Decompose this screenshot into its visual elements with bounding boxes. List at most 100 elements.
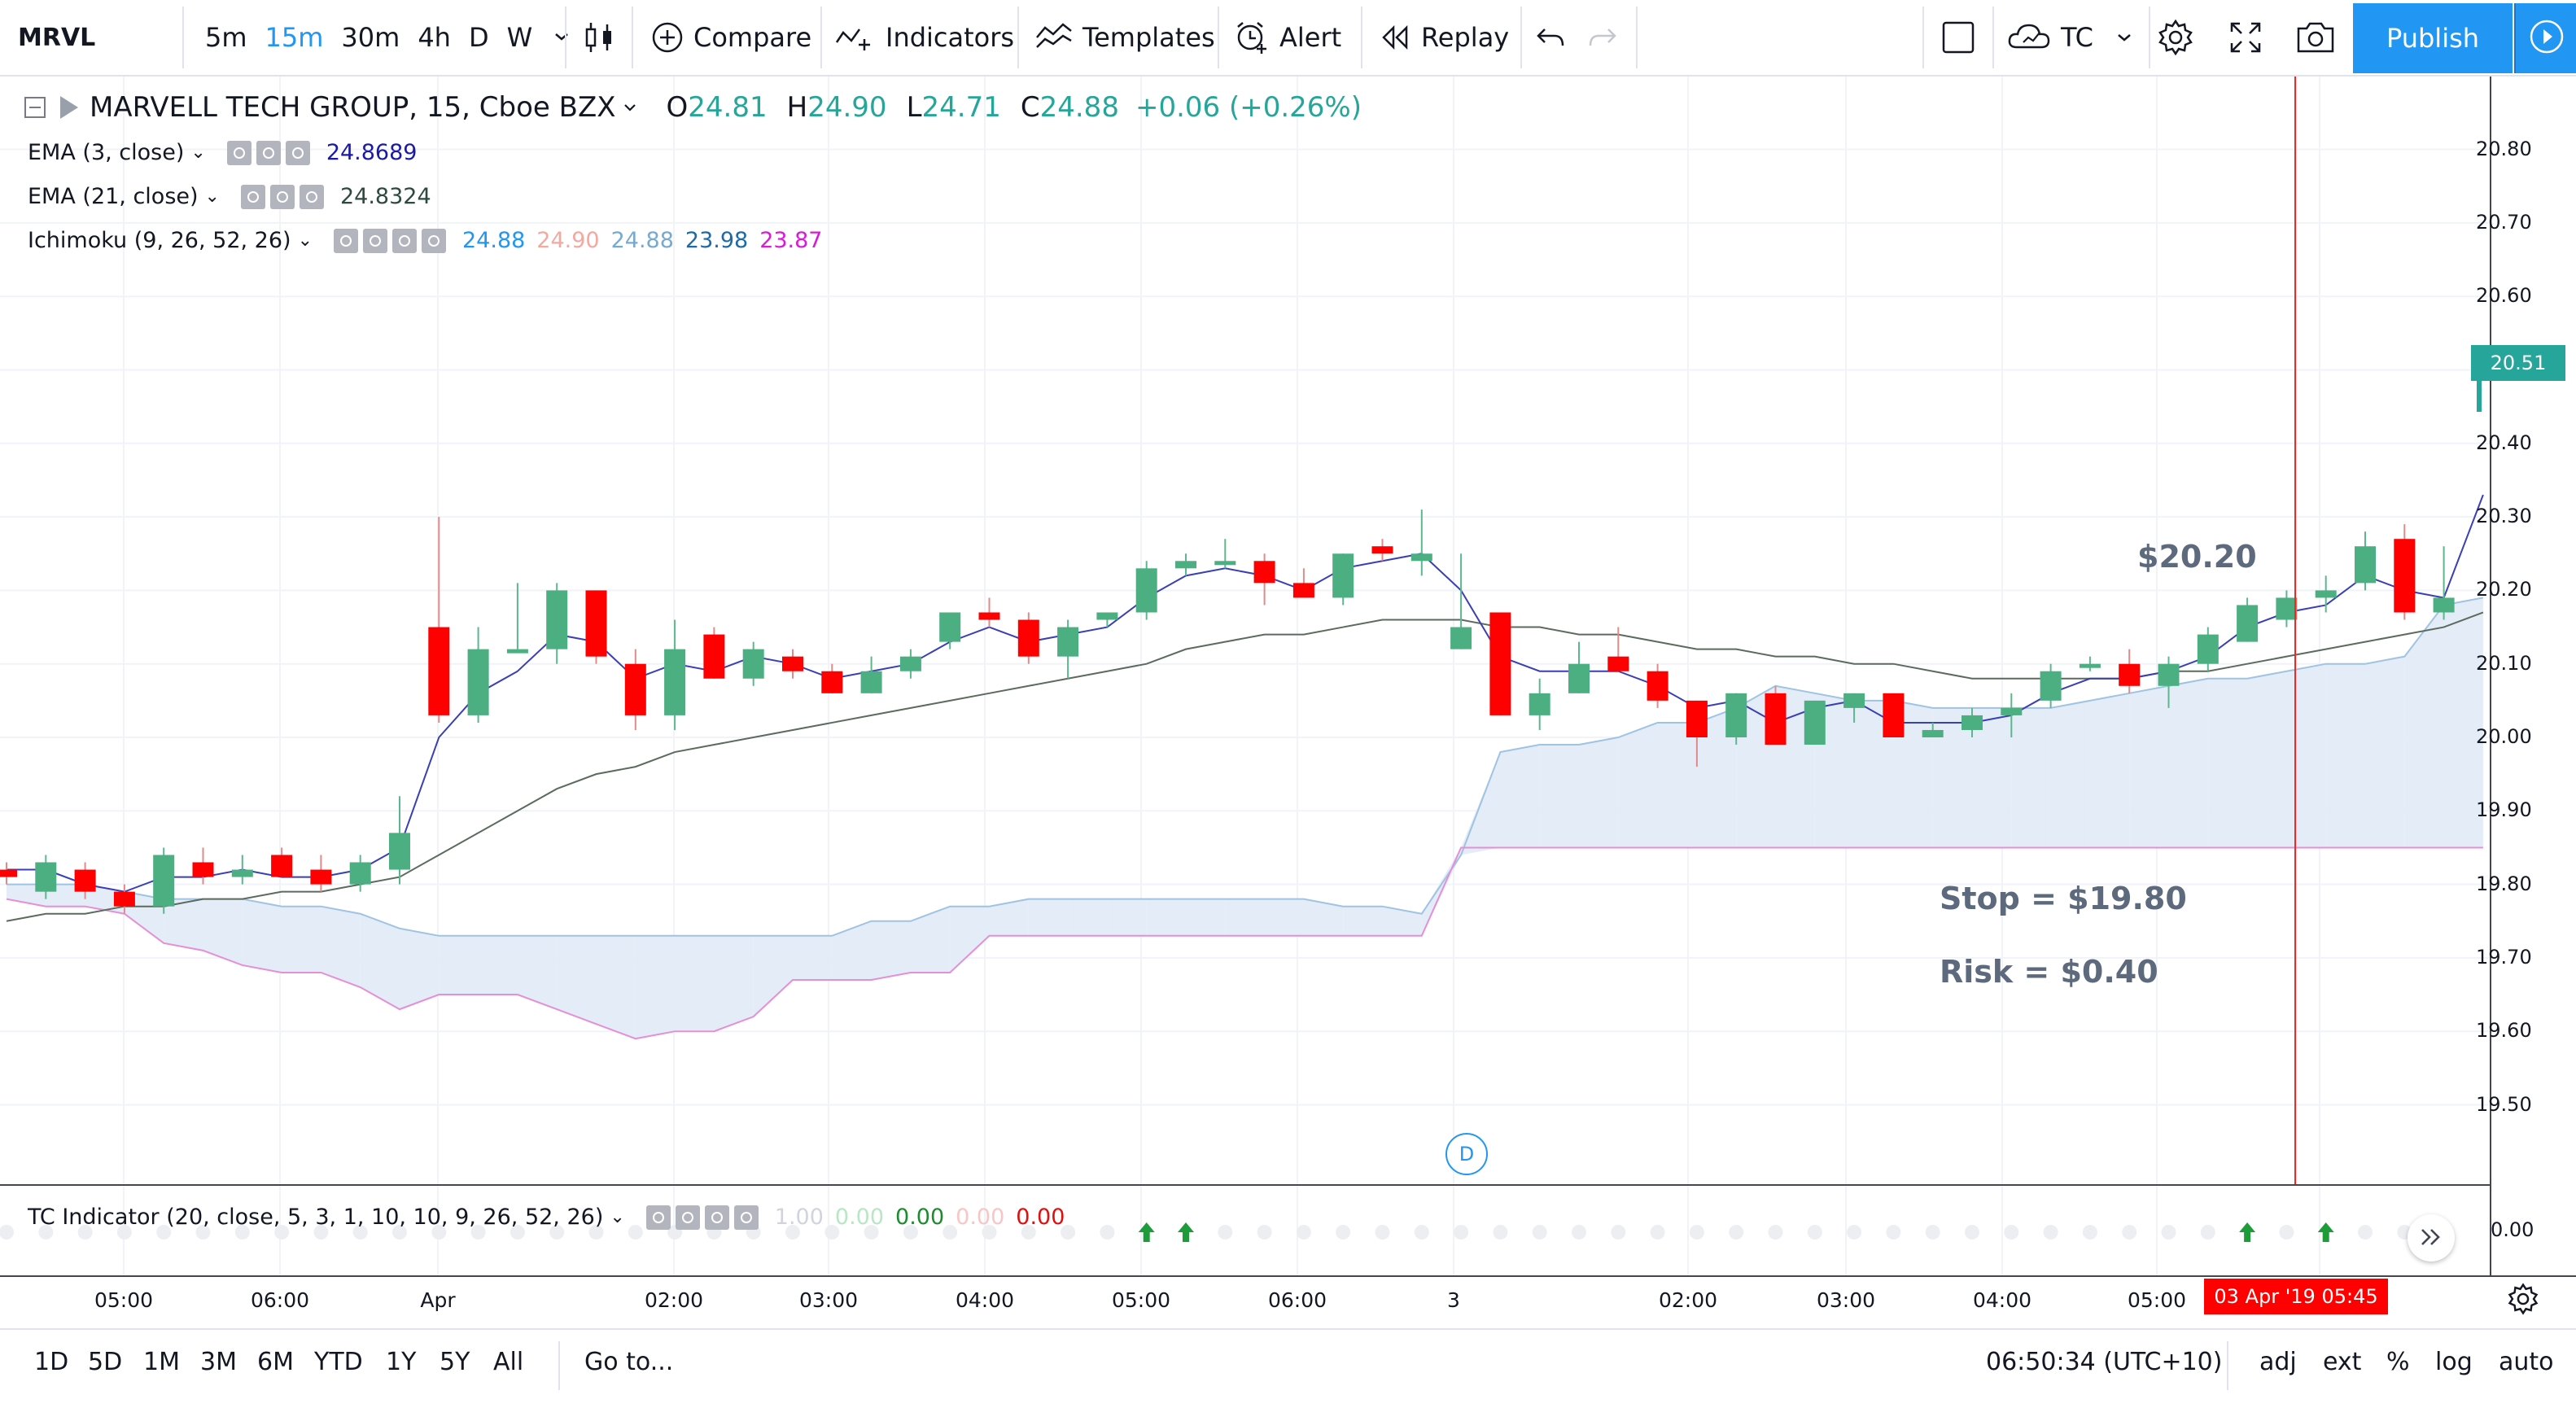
tc-neutral-dot	[2279, 1225, 2294, 1240]
cloud-segment	[2207, 678, 2248, 848]
settings-icon[interactable]	[363, 228, 387, 253]
ichimoku-title[interactable]: Ichimoku (9, 26, 52, 26)	[28, 228, 291, 253]
chart-pane[interactable]	[0, 77, 2576, 1328]
templates-button[interactable]: Templates	[1035, 0, 1215, 75]
interval-15m[interactable]: 15m	[265, 22, 324, 53]
tc-neutral-dot	[982, 1225, 997, 1240]
percent-toggle[interactable]: %	[2386, 1348, 2410, 1376]
tc-buy-arrow-icon	[1178, 1222, 1194, 1242]
close-icon[interactable]	[285, 140, 310, 165]
high-key: H	[786, 91, 808, 124]
tc-indicator-legend: TC Indicator (20, close, 5, 3, 1, 10, 10…	[28, 1205, 1065, 1230]
range-ytd[interactable]: YTD	[314, 1348, 363, 1376]
compare-button[interactable]: Compare	[651, 0, 811, 75]
ichimoku-chevron-icon[interactable]: ⌄	[297, 230, 313, 251]
ema21-chevron-icon[interactable]: ⌄	[204, 186, 220, 207]
series-chevron-down-icon[interactable]	[623, 100, 637, 116]
time-axis-label: 02:00	[1658, 1288, 1718, 1312]
tc-value-3: 0.00	[895, 1205, 945, 1230]
replay-button[interactable]: Replay	[1379, 0, 1509, 75]
adj-toggle[interactable]: adj	[2259, 1348, 2297, 1376]
interval-w[interactable]: W	[506, 22, 533, 53]
range-1m[interactable]: 1M	[143, 1348, 180, 1376]
go-to-date-button[interactable]: Go to...	[584, 1348, 674, 1376]
templates-icon	[1035, 21, 1073, 54]
range-5y[interactable]: 5Y	[440, 1348, 470, 1376]
ext-toggle[interactable]: ext	[2323, 1348, 2362, 1376]
bottom-toolbar: 1D 5D 1M 3M 6M YTD 1Y 5Y All Go to... 06…	[0, 1328, 2576, 1408]
tc-neutral-dot	[195, 1225, 211, 1240]
source-code-icon[interactable]	[392, 228, 417, 253]
collapse-legend-icon[interactable]	[24, 97, 46, 118]
candle-body	[1410, 553, 1432, 562]
series-title[interactable]: MARVELL TECH GROUP, 15, Cboe BZX	[90, 91, 616, 124]
interval-30m[interactable]: 30m	[341, 22, 400, 53]
dividend-marker[interactable]: D	[1445, 1133, 1488, 1175]
symbol-search-button[interactable]: MRVL	[18, 23, 96, 52]
settings-icon[interactable]	[675, 1205, 700, 1230]
risk-annotation[interactable]: Risk = $0.40	[1940, 954, 2158, 990]
range-5d[interactable]: 5D	[88, 1348, 123, 1376]
clock-timezone-button[interactable]: 06:50:34 (UTC+10)	[1986, 1348, 2223, 1376]
interval-dropdown-chevron-icon[interactable]	[553, 30, 570, 46]
log-toggle[interactable]: log	[2435, 1348, 2473, 1376]
chart-style-button[interactable]	[583, 0, 615, 75]
tc-value-5: 0.00	[1016, 1205, 1065, 1230]
tc-chevron-icon[interactable]: ⌄	[610, 1207, 625, 1227]
cloud-segment	[2404, 605, 2444, 848]
settings-icon[interactable]	[269, 184, 295, 209]
range-1y[interactable]: 1Y	[386, 1348, 417, 1376]
interval-d[interactable]: D	[468, 22, 489, 53]
cloud-layout-button[interactable]: TC	[2007, 0, 2132, 75]
snapshot-button[interactable]	[2295, 0, 2336, 75]
candle-body	[1017, 619, 1039, 657]
eye-icon[interactable]	[645, 1205, 671, 1230]
tc-indicator-title[interactable]: TC Indicator (20, close, 5, 3, 1, 10, 10…	[28, 1205, 604, 1230]
publish-button[interactable]: Publish	[2353, 3, 2513, 73]
close-icon[interactable]	[733, 1205, 759, 1230]
settings-icon[interactable]	[256, 140, 281, 165]
fullscreen-icon	[2228, 20, 2263, 55]
close-icon[interactable]	[422, 228, 446, 253]
eye-icon[interactable]	[226, 140, 251, 165]
range-all[interactable]: All	[493, 1348, 524, 1376]
select-layout-button[interactable]	[1940, 0, 1976, 75]
tc-neutral-dot	[352, 1225, 368, 1240]
cloud-segment	[596, 935, 636, 1039]
range-1d[interactable]: 1D	[34, 1348, 69, 1376]
ema3-chevron-icon[interactable]: ⌄	[190, 142, 206, 163]
flag-icon[interactable]	[60, 96, 78, 119]
price-axis-label: 20.40	[2476, 431, 2532, 454]
ema21-title[interactable]: EMA (21, close)	[28, 184, 199, 209]
interval-5m[interactable]: 5m	[205, 22, 247, 53]
fullscreen-button[interactable]	[2228, 0, 2263, 75]
interval-4h[interactable]: 4h	[418, 22, 451, 53]
main-series-legend: MARVELL TECH GROUP, 15, Cboe BZX O 24.81 …	[24, 91, 1362, 124]
indicators-button[interactable]: Indicators	[835, 0, 1014, 75]
tc-neutral-dot	[1807, 1225, 1822, 1240]
stop-annotation[interactable]: Stop = $19.80	[1940, 881, 2187, 916]
alert-button[interactable]: Alert	[1234, 0, 1341, 75]
range-3m[interactable]: 3M	[200, 1348, 237, 1376]
cloud-segment	[2443, 597, 2483, 848]
alarm-clock-icon	[1234, 20, 1270, 55]
source-code-icon[interactable]	[704, 1205, 729, 1230]
cloud-segment	[910, 906, 951, 973]
auto-toggle[interactable]: auto	[2499, 1348, 2554, 1376]
target-price-annotation[interactable]: $20.20	[2137, 539, 2257, 575]
moving-average-lines	[6, 494, 2484, 922]
cloud-segment	[1972, 707, 2012, 848]
redo-button[interactable]	[1585, 0, 1618, 75]
eye-icon[interactable]	[334, 228, 358, 253]
close-icon[interactable]	[299, 184, 324, 209]
ema3-title[interactable]: EMA (3, close)	[28, 140, 185, 165]
settings-button[interactable]	[2157, 0, 2194, 75]
scroll-to-realtime-button[interactable]	[2408, 1214, 2455, 1262]
undo-button[interactable]	[1535, 0, 1568, 75]
range-6m[interactable]: 6M	[257, 1348, 294, 1376]
eye-icon[interactable]	[240, 184, 265, 209]
axis-settings-button[interactable]	[2507, 1283, 2539, 1318]
candle-body	[664, 649, 686, 715]
candle-body	[742, 649, 764, 679]
publish-options-button[interactable]	[2514, 3, 2576, 73]
